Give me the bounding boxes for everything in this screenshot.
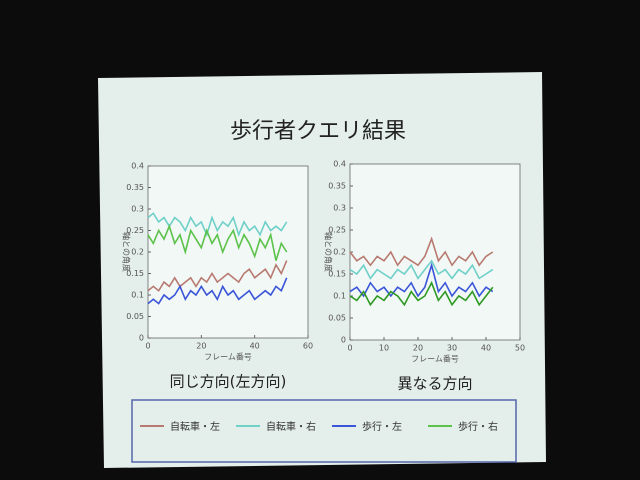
x-tick-label: 40 [250,342,260,351]
x-tick-label: 10 [379,344,389,353]
y-tick-label: 0.15 [328,270,346,279]
x-tick-label: 40 [481,344,491,353]
y-tick-label: 0.2 [333,248,346,257]
series-line [349,280,494,307]
y-tick-label: 0.4 [333,160,346,169]
slide-title: 歩行者クエリ結果 [230,119,406,144]
y-tick-label: 0.4 [131,162,144,171]
plot-area [147,165,309,339]
x-tick-label: 0 [145,342,150,351]
series-line [147,260,288,292]
y-tick-label: 0.1 [333,292,346,301]
y-tick-label: 0.25 [328,226,346,235]
x-axis-label: フレーム番号 [204,352,252,362]
series-line [147,277,288,305]
series-line [147,212,288,238]
x-tick-label: 20 [196,342,206,351]
y-tick-label: 0.25 [126,226,144,235]
legend-label: 自転車・左 [170,420,220,433]
y-tick-label: 0.05 [126,312,144,321]
x-tick-label: 20 [413,344,423,353]
y-tick-label: 0.1 [131,291,144,300]
y-axis-label: 軸との角度 [324,232,334,272]
y-tick-label: 0.3 [333,204,346,213]
legend: 自転車・左 自転車・右 歩行・左 歩行・右 [140,420,498,433]
x-tick-label: 50 [515,344,525,353]
y-tick-label: 0.35 [328,182,346,191]
y-tick-label: 0 [139,334,144,343]
series-line [147,223,288,261]
y-tick-label: 0.3 [131,205,144,214]
chart-caption: 同じ方向(左方向) [170,373,287,391]
legend-label: 自転車・右 [266,420,316,433]
x-tick-label: 60 [303,342,313,351]
chart-caption: 異なる方向 [397,375,472,393]
legend-label: 歩行・右 [458,420,498,433]
legend-box [131,399,517,463]
series-line [349,236,494,267]
series-line [349,262,494,298]
x-axis-label: フレーム番号 [411,354,459,364]
y-tick-label: 0.15 [126,269,144,278]
y-axis-label: 軸との角度 [122,232,132,272]
y-tick-label: 0.05 [328,314,346,323]
x-tick-label: 0 [347,344,352,353]
y-tick-label: 0.35 [126,183,144,192]
y-tick-label: 0 [341,336,346,345]
x-tick-label: 30 [447,344,457,353]
y-tick-label: 0.2 [131,248,144,257]
series-line [349,259,494,280]
legend-label: 歩行・左 [362,420,402,433]
